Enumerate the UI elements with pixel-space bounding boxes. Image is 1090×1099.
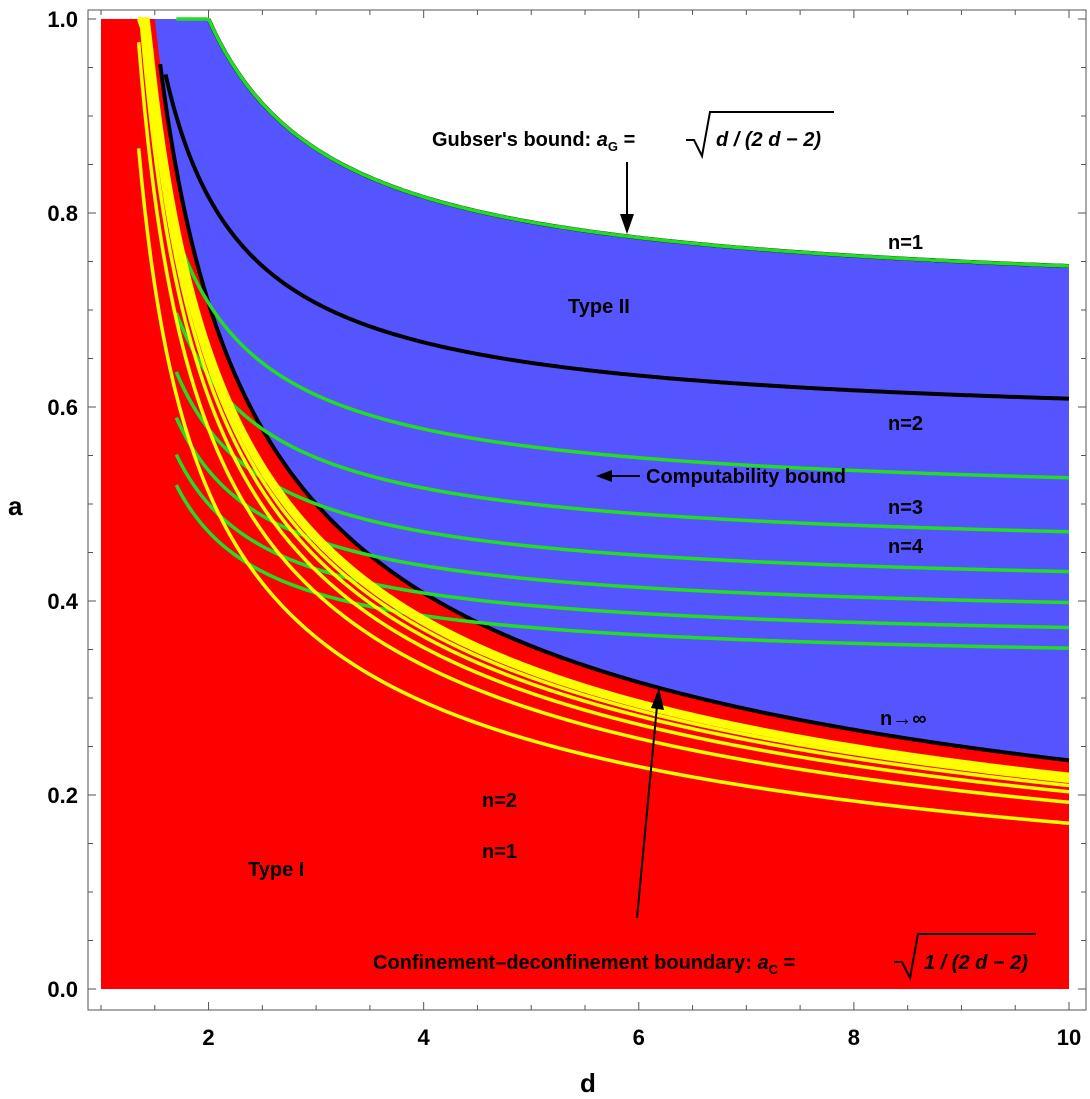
x-tick-label: 2 [202, 1025, 214, 1050]
gubser-annotation: Gubser's bound: aG = d / (2 d − 2) [432, 111, 834, 234]
computability-annotation: Computability bound [596, 466, 846, 488]
ticks: 2 4 6 8 10 0.0 0.2 0.4 0.6 0.8 1.0 [47, 7, 1086, 1050]
x-tick-label: 10 [1057, 1025, 1081, 1050]
computability-arrowhead [596, 470, 612, 482]
n4-green-label: n=4 [888, 536, 924, 558]
x-tick-label: 4 [418, 1025, 431, 1050]
series-line-yellow-n-5 [138, 17, 1070, 784]
n2-yellow-label: n=2 [482, 790, 517, 812]
x-tick-label: 8 [848, 1025, 860, 1050]
confinement-radicand: 1 / (2 d − 2) [924, 952, 1028, 974]
confinement-arrowhead [651, 688, 664, 710]
ninf-label: n→∞ [880, 708, 926, 730]
x-tick-label: 6 [633, 1025, 645, 1050]
n1-yellow-label: n=1 [482, 841, 517, 863]
type1-label: Type I [248, 859, 304, 881]
series-line-green-n-5 [174, 312, 1070, 534]
gubser-arrowhead [620, 214, 634, 234]
series-line-yellow-n-4 [138, 17, 1070, 788]
confinement-annotation: Confinement–deconfinement boundary: aC =… [373, 688, 1036, 982]
y-tick-label: 0.6 [47, 395, 78, 420]
n3-black-label: n=3 [888, 497, 923, 519]
confinement-arrow [636, 705, 658, 919]
y-tick-label: 0.8 [47, 201, 78, 226]
series-line-computability-bound-n-3 [163, 74, 1070, 401]
y-tick-label: 0.2 [47, 783, 78, 808]
type2-label: Type II [568, 296, 630, 318]
gubser-label: Gubser's bound: aG = [432, 129, 635, 154]
confinement-radical [894, 933, 1036, 982]
y-tick-label: 1.0 [47, 7, 78, 32]
series-line-yellow-n-1 [136, 148, 1070, 825]
series-line-yellow-n-2 [136, 42, 1070, 805]
series-line-yellow-n-7 [138, 17, 1070, 778]
y-tick-label: 0.0 [47, 977, 78, 1002]
x-axis-title: d [580, 1068, 596, 1098]
n2-green-label: n=2 [888, 413, 923, 435]
computability-label: Computability bound [646, 466, 846, 488]
series-line-yellow-n-3 [136, 18, 1070, 794]
curves [136, 17, 1070, 825]
series-line-confinement-deconfinement-boundary [158, 63, 1070, 763]
series-line-yellow-n-6 [138, 17, 1070, 781]
series-line-green-n-6 [174, 371, 1070, 574]
y-axis-title: a [8, 491, 23, 521]
n1-black-label: n=1 [888, 232, 923, 254]
y-tick-label: 0.4 [47, 589, 78, 614]
confinement-label: Confinement–deconfinement boundary: aC = [373, 952, 795, 977]
series-line-yellow-n-8 [138, 17, 1070, 777]
series-line-green-n-9 [174, 484, 1070, 650]
region-type2 [154, 19, 1069, 761]
gubser-radical [686, 111, 834, 160]
plot-frame [87, 9, 1087, 1011]
series-line-green-n-4 [174, 232, 1070, 480]
series-line-green-n-2 [176, 17, 1070, 268]
series-line-green-n-8 [174, 453, 1070, 630]
gubser-radicand: d / (2 d − 2) [716, 129, 821, 151]
